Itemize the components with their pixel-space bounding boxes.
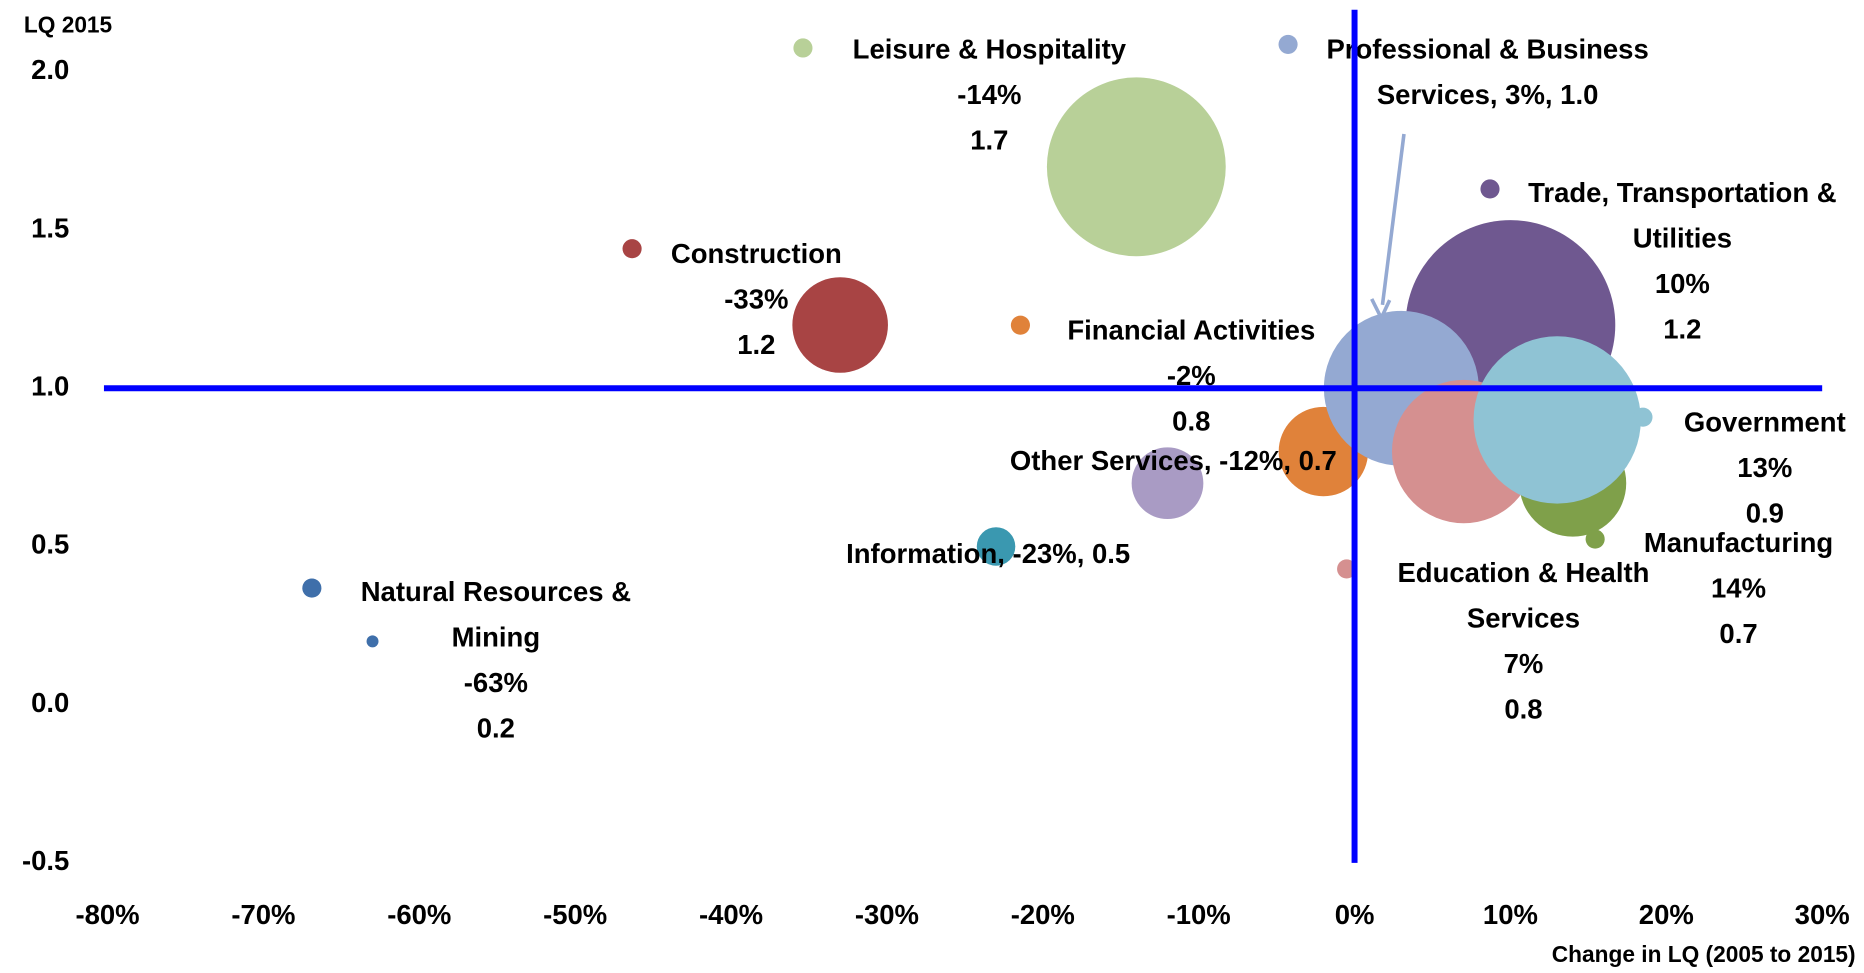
y-axis-title: LQ 2015 xyxy=(24,11,112,37)
legend-marker xyxy=(302,578,322,598)
value-label: 0.8 xyxy=(1504,693,1543,725)
data-label: Leisure & Hospitality -14% 1.7 xyxy=(798,26,1180,162)
bubble xyxy=(1046,77,1226,257)
legend-marker xyxy=(1010,315,1030,335)
value-label: 1.2 xyxy=(1663,313,1702,345)
y-tick-label: 1.5 xyxy=(31,212,69,243)
data-label: Trade, Transportation & Utilities 10% 1.2 xyxy=(1509,170,1856,352)
series-name: Natural Resources & Mining xyxy=(360,576,632,653)
x-tick-label: -50% xyxy=(543,899,607,930)
label-box: Trade, Transportation & Utilities 10% 1.2 xyxy=(1509,170,1856,352)
series-name: Government xyxy=(1683,406,1846,438)
x-tick-label: -60% xyxy=(387,899,451,930)
value-label: 7% xyxy=(1503,647,1544,679)
data-label: Other Services, -12%, 0.7 xyxy=(1009,444,1337,476)
y-tick-label: 0.5 xyxy=(31,529,69,560)
label-box: Government 13% 0.9 xyxy=(1645,399,1864,535)
label-box: Leisure & Hospitality -14% 1.7 xyxy=(798,26,1180,162)
value-label: 3% xyxy=(1505,79,1545,111)
value-label: 0.7 xyxy=(1298,444,1337,476)
value-label: 10% xyxy=(1654,267,1710,299)
value-label: 0.5 xyxy=(1091,537,1131,569)
x-tick-label: -70% xyxy=(231,899,295,930)
value-label: 14% xyxy=(1711,572,1767,604)
value-label: 0.2 xyxy=(476,712,515,744)
label-box: Manufacturing 14% 0.7 xyxy=(1607,520,1864,656)
x-tick-label: 0% xyxy=(1335,899,1375,930)
series-name: Education & Health Services xyxy=(1397,556,1650,634)
data-label: Construction -33% 1.2 xyxy=(625,231,888,367)
x-tick-label: 10% xyxy=(1483,899,1538,930)
data-label: Education & Health Services 7% 0.8 xyxy=(1368,550,1679,732)
legend-marker xyxy=(1633,407,1653,427)
value-label: -14% xyxy=(957,79,1022,111)
label-box: Construction -33% 1.2 xyxy=(625,231,888,367)
x-tick-label: -10% xyxy=(1167,899,1231,930)
arrow-head xyxy=(1370,298,1392,323)
value-label: -33% xyxy=(724,283,789,315)
series-name: Construction xyxy=(670,237,842,270)
x-tick-label: 30% xyxy=(1795,899,1850,930)
value-label: -23% xyxy=(1012,537,1077,569)
x-tick-label: -30% xyxy=(855,899,919,930)
label-box: Natural Resources & Mining -63% 0.2 xyxy=(317,569,675,751)
series-name: Professional & Business Services xyxy=(1326,33,1649,111)
y-tick-label: 0.0 xyxy=(31,687,69,718)
value-label: 1.2 xyxy=(737,328,776,360)
label-box: Education & Health Services 7% 0.8 xyxy=(1368,550,1679,732)
series-name: Other Services xyxy=(1009,444,1204,476)
value-label: 0.9 xyxy=(1745,497,1784,529)
x-tick-label: -20% xyxy=(1011,899,1075,930)
value-label: 1.0 xyxy=(1560,79,1599,111)
x-axis-title: Change in LQ (2005 to 2015) xyxy=(1552,941,1856,967)
label-box: Professional & Business Services, 3%, 1.… xyxy=(1326,33,1649,111)
label-box: Information, -23%, 0.5 xyxy=(846,537,1131,569)
bubble xyxy=(1473,336,1641,504)
value-label: -63% xyxy=(463,666,528,698)
series-name: Leisure & Hospitality xyxy=(852,33,1127,65)
bubble xyxy=(1131,447,1204,520)
data-label: Professional & Business Services, 3%, 1.… xyxy=(1326,33,1649,111)
bubble xyxy=(366,635,379,648)
value-label: -12% xyxy=(1219,444,1284,476)
legend-marker xyxy=(622,239,642,259)
y-tick-label: 1.0 xyxy=(31,371,69,402)
legend-marker xyxy=(793,38,813,58)
data-label: Manufacturing 14% 0.7 xyxy=(1607,520,1864,656)
legend-marker xyxy=(1585,529,1605,549)
legend-marker xyxy=(1480,179,1500,199)
y-tick-label: -0.5 xyxy=(22,845,69,876)
y-tick-label: 2.0 xyxy=(31,54,69,85)
label-box: Financial Activities -2% 0.8 xyxy=(1024,307,1359,443)
bubble xyxy=(976,527,1016,566)
legend-marker xyxy=(1337,559,1357,579)
value-label: 1.7 xyxy=(970,124,1009,156)
value-label: 0.8 xyxy=(1172,405,1211,437)
bubble xyxy=(792,277,888,373)
series-name: Manufacturing xyxy=(1643,527,1834,559)
series-name: Financial Activities xyxy=(1067,314,1316,346)
data-label: Information, -23%, 0.5 xyxy=(846,537,1131,569)
data-label: Natural Resources & Mining -63% 0.2 xyxy=(317,569,675,751)
data-label: Financial Activities -2% 0.8 xyxy=(1024,307,1359,443)
x-tick-label: 20% xyxy=(1639,899,1694,930)
value-label: 0.7 xyxy=(1719,617,1758,650)
series-name: Information xyxy=(846,537,998,569)
value-label: 13% xyxy=(1737,451,1793,483)
label-box: Other Services, -12%, 0.7 xyxy=(1009,444,1337,476)
data-label: Government 13% 0.9 xyxy=(1645,399,1864,535)
arrow xyxy=(1380,133,1406,306)
series-name: Trade, Transportation & Utilities xyxy=(1528,177,1837,254)
x-tick-label: -40% xyxy=(699,899,763,930)
x-tick-label: -80% xyxy=(75,899,139,930)
value-label: -2% xyxy=(1166,359,1216,391)
legend-marker xyxy=(1278,34,1298,54)
